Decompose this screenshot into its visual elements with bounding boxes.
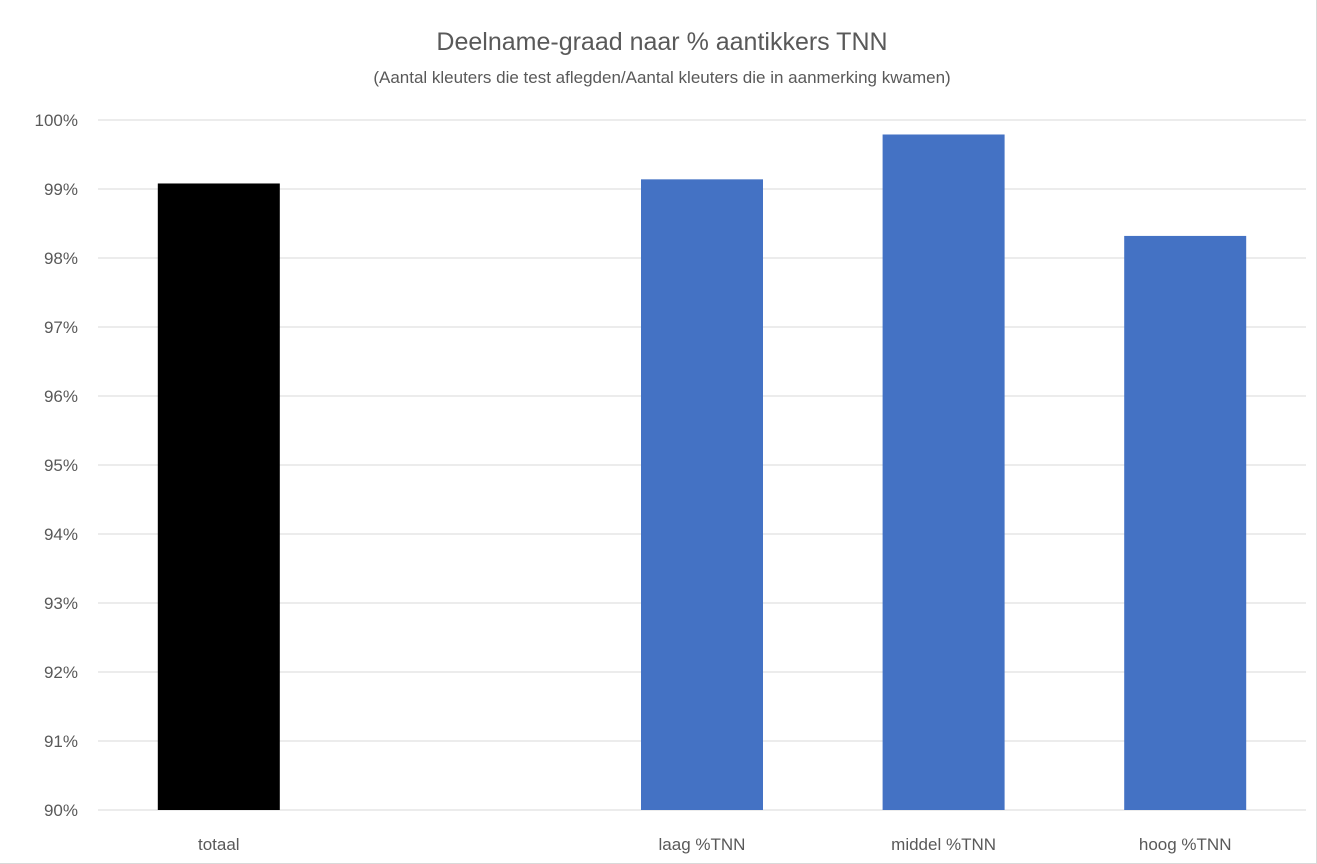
y-tick-label: 98%	[44, 249, 78, 268]
y-axis-ticks: 90% 91% 92% 93% 94% 95% 96% 97% 98% 99% 100%	[35, 111, 78, 820]
bars	[157, 134, 1247, 811]
y-tick-label: 91%	[44, 732, 78, 751]
bar-hoog-tnn	[1124, 235, 1247, 811]
y-tick-label: 93%	[44, 594, 78, 613]
chart-subtitle: (Aantal kleuters die test aflegden/Aanta…	[373, 68, 950, 87]
x-category-label: totaal	[198, 835, 240, 854]
y-tick-label: 90%	[44, 801, 78, 820]
x-category-label: hoog %TNN	[1139, 835, 1232, 854]
y-tick-label: 95%	[44, 456, 78, 475]
y-tick-label: 94%	[44, 525, 78, 544]
y-tick-label: 99%	[44, 180, 78, 199]
y-tick-label: 96%	[44, 387, 78, 406]
bar-laag-tnn	[641, 179, 763, 811]
x-category-label: laag %TNN	[659, 835, 746, 854]
y-tick-label: 92%	[44, 663, 78, 682]
bar-middel-tnn	[882, 134, 1005, 811]
x-axis-labels: totaal laag %TNN middel %TNN hoog %TNN	[198, 835, 1232, 854]
y-tick-label: 100%	[35, 111, 78, 130]
y-tick-label: 97%	[44, 318, 78, 337]
chart-title: Deelname-graad naar % aantikkers TNN	[436, 28, 887, 56]
x-category-label: middel %TNN	[891, 835, 996, 854]
bar-totaal	[157, 183, 280, 811]
